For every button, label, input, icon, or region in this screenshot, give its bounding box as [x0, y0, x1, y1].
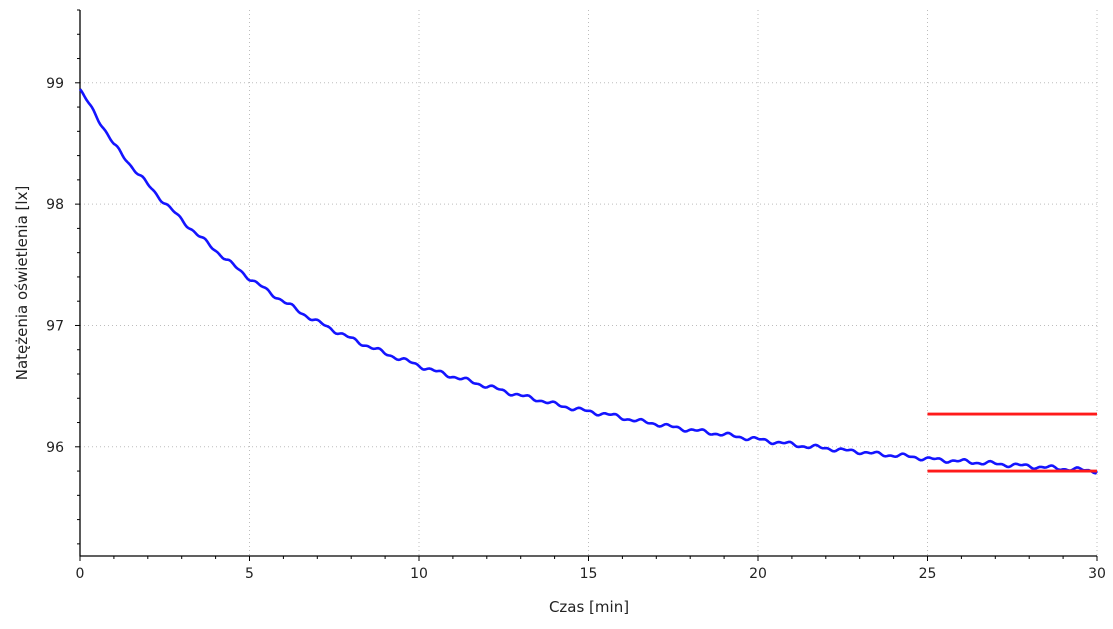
x-tick-label: 20	[749, 566, 767, 582]
x-axis-title: Czas [min]	[549, 598, 629, 616]
x-tick-label: 30	[1088, 566, 1106, 582]
series	[78, 88, 1099, 475]
y-tick-label: 96	[46, 440, 64, 456]
y-tick-label: 97	[46, 318, 64, 334]
y-tick-label: 99	[46, 76, 64, 92]
x-tick-label: 25	[919, 566, 937, 582]
tick-labels: 0 5 10 15 20 25 30 96 97 98 99	[46, 76, 1106, 582]
y-axis-title: Natężenia oświetlenia [lx]	[13, 186, 31, 381]
grid	[80, 10, 1098, 556]
series-line-measured	[78, 88, 1099, 475]
x-tick-label: 0	[76, 566, 85, 582]
x-tick-label: 15	[580, 566, 598, 582]
y-tick-label: 98	[46, 197, 64, 213]
x-tick-label: 5	[245, 566, 254, 582]
axes	[75, 9, 1098, 561]
x-tick-label: 10	[410, 566, 428, 582]
